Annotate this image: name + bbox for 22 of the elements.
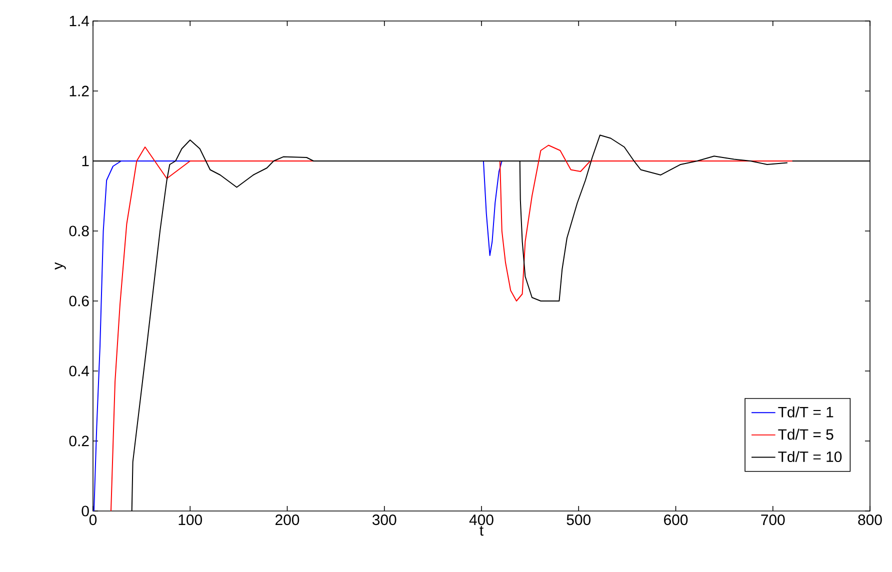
x-tick-label: 100 (178, 514, 202, 526)
y-tick-label: 0 (82, 506, 89, 516)
x-tick-label: 300 (372, 514, 396, 526)
y-tick-label: 0.2 (69, 436, 89, 446)
x-tick-label: 500 (566, 514, 590, 526)
legend-label: Td/T = 5 (778, 428, 834, 440)
x-tick-label: 800 (858, 514, 882, 526)
y-tick-label: 0.4 (69, 366, 90, 376)
y-tick-label: 1.2 (70, 86, 89, 96)
y-tick-label: 0.8 (69, 226, 89, 236)
y-axis-title: y (54, 262, 66, 270)
legend-label: Td/T = 10 (778, 451, 842, 462)
y-tick-label: 1 (82, 156, 89, 166)
x-axis-title: t (480, 526, 484, 536)
y-tick-label: 0.6 (69, 296, 89, 306)
legend-label: Td/T = 1 (778, 406, 834, 418)
x-tick-label: 200 (276, 514, 300, 526)
x-tick-label: 400 (469, 514, 494, 526)
x-tick-label: 0 (89, 514, 97, 526)
x-tick-label: 700 (761, 514, 785, 526)
x-tick-label: 600 (664, 514, 688, 526)
y-tick-label: 1.4 (70, 16, 90, 26)
